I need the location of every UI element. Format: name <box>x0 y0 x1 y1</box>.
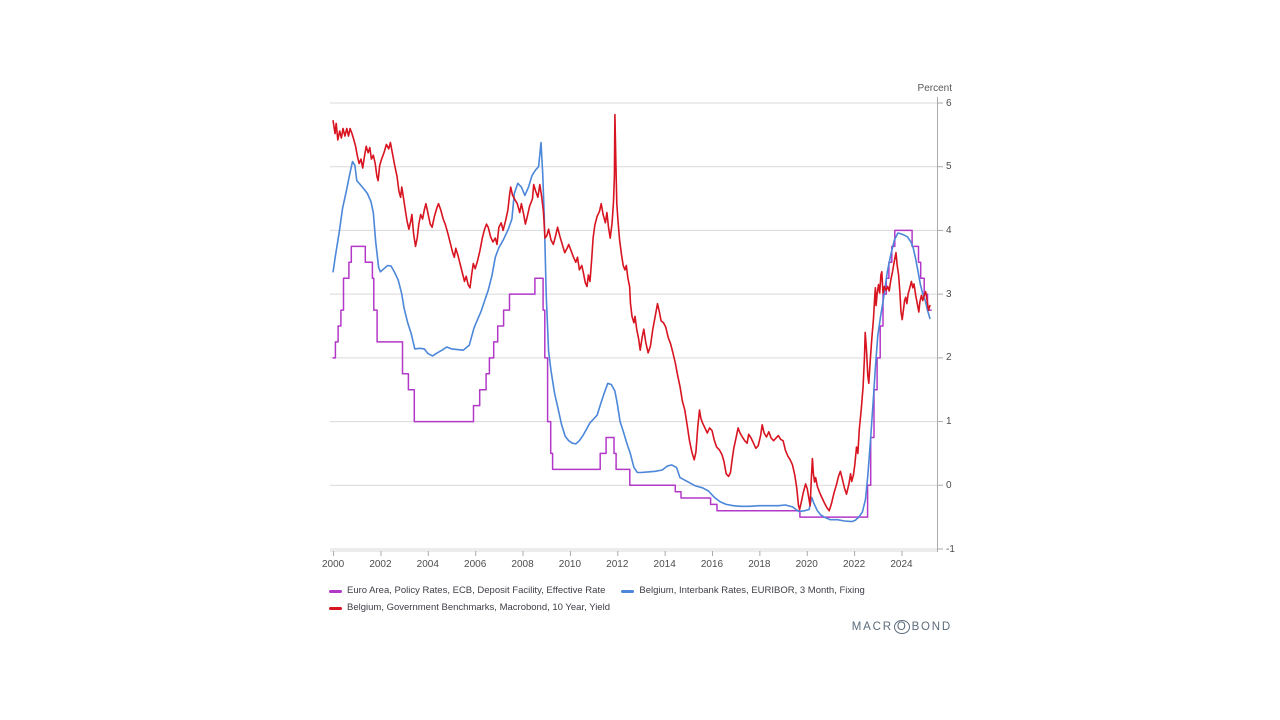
chart-legend: Euro Area, Policy Rates, ECB, Deposit Fa… <box>329 585 989 614</box>
legend-marker-icon <box>329 606 342 610</box>
y-tick-label--1: -1 <box>946 543 955 555</box>
y-axis-unit-label: Percent <box>917 83 952 94</box>
x-tick-label-2012: 2012 <box>606 559 629 570</box>
y-tick-label-0: 0 <box>946 479 952 491</box>
x-tick-label-2008: 2008 <box>511 559 534 570</box>
y-tick-label-6: 6 <box>946 97 952 109</box>
macrobond-logo: MACR O BOND <box>852 620 952 634</box>
y-tick-label-4: 4 <box>946 224 952 236</box>
logo-ring-o: O <box>894 620 911 634</box>
legend-label: Euro Area, Policy Rates, ECB, Deposit Fa… <box>347 585 606 596</box>
x-tick-label-2006: 2006 <box>464 559 487 570</box>
x-tick-label-2016: 2016 <box>700 559 724 570</box>
legend-marker-icon <box>621 589 635 593</box>
x-tick-label-2022: 2022 <box>842 559 866 570</box>
x-tick-label-2018: 2018 <box>748 559 771 570</box>
x-tick-label-2000: 2000 <box>321 559 345 570</box>
logo-text-pre: MACR <box>851 621 893 633</box>
y-tick-label-2: 2 <box>946 352 952 364</box>
y-tick-label-5: 5 <box>946 161 952 173</box>
y-tick-label-1: 1 <box>946 416 952 428</box>
series-belgium-10y-yield-line <box>332 113 931 512</box>
x-tick-label-2010: 2010 <box>558 559 582 570</box>
legend-label: Belgium, Interbank Rates, EURIBOR, 3 Mon… <box>639 585 865 596</box>
logo-text-post: BOND <box>911 621 952 633</box>
x-tick-label-2020: 2020 <box>795 559 818 570</box>
x-tick-label-2024: 2024 <box>890 559 913 570</box>
y-tick-label-3: 3 <box>946 288 952 300</box>
legend-item-1: Belgium, Interbank Rates, EURIBOR, 3 Mon… <box>621 585 865 597</box>
legend-item-0: Euro Area, Policy Rates, ECB, Deposit Fa… <box>329 585 605 597</box>
legend-label: Belgium, Government Benchmarks, Macrobon… <box>347 602 610 613</box>
series-euribor-3m-line <box>332 141 931 523</box>
x-tick-label-2014: 2014 <box>653 559 676 570</box>
x-tick-label-2004: 2004 <box>416 559 439 570</box>
legend-item-2: Belgium, Government Benchmarks, Macrobon… <box>329 602 610 614</box>
legend-marker-icon <box>329 589 342 593</box>
x-tick-label-2002: 2002 <box>369 559 392 570</box>
series-ecb-deposit-rate-line <box>332 229 932 518</box>
